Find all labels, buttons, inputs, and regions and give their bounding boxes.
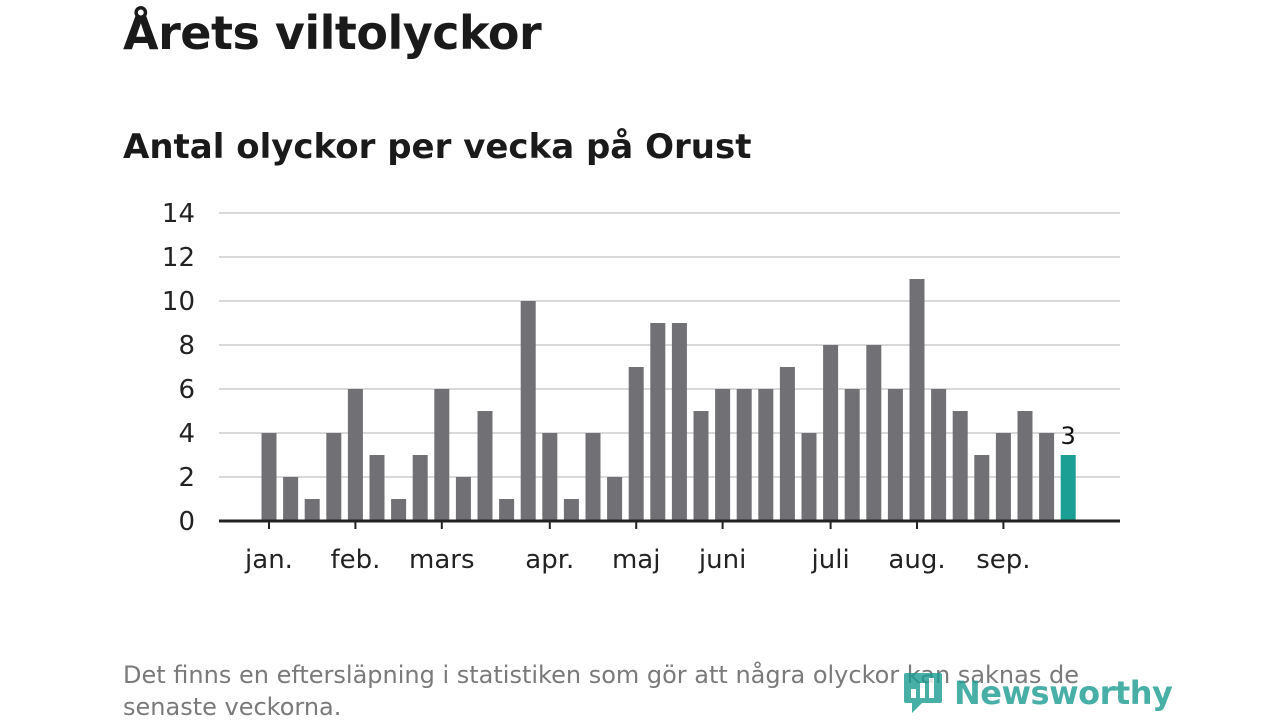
bar (434, 389, 450, 521)
x-tick-label: juli (811, 545, 850, 575)
x-tick-label: maj (612, 545, 660, 575)
gridlines (219, 212, 1120, 478)
x-tick-label: feb. (330, 545, 380, 575)
bar (758, 389, 774, 521)
y-axis-ticks: 0 2 4 6 8 10 12 14 (162, 199, 195, 537)
bar (563, 499, 579, 521)
bar (520, 301, 536, 521)
bar (931, 389, 947, 521)
bar (283, 477, 299, 521)
y-tick-label: 6 (178, 375, 195, 405)
bar (412, 455, 428, 521)
x-tick-label: jan. (244, 545, 293, 575)
y-tick-label: 12 (162, 243, 195, 273)
bar (304, 499, 320, 521)
bar (671, 323, 687, 521)
bar (650, 323, 666, 521)
bar (844, 389, 860, 521)
bar (585, 433, 601, 521)
x-tick-label: aug. (888, 545, 945, 575)
bars (261, 279, 1076, 521)
chart-subtitle: Antal olyckor per vecka på Orust (123, 127, 752, 167)
bar (369, 455, 385, 521)
bar (823, 345, 839, 521)
bar (715, 389, 731, 521)
bar (693, 411, 709, 521)
bar (909, 279, 925, 521)
y-tick-label: 8 (178, 331, 195, 361)
bar (952, 411, 968, 521)
x-tick-label: sep. (976, 545, 1030, 575)
newsworthy-logo-icon (904, 673, 942, 713)
bar (607, 477, 623, 521)
bar (1039, 433, 1055, 521)
data-label-current-week: 3 (1061, 422, 1076, 450)
bar (779, 367, 795, 521)
bar (347, 389, 363, 521)
newsworthy-logo[interactable]: Newsworthy (902, 668, 1173, 718)
bar (455, 477, 471, 521)
bar (499, 499, 515, 521)
page-title: Årets viltolyckor (123, 6, 542, 60)
bar (391, 499, 407, 521)
y-tick-label: 14 (162, 199, 195, 229)
bar (974, 455, 990, 521)
x-tick-label: mars (409, 545, 475, 575)
bar (542, 433, 558, 521)
y-tick-label: 0 (178, 507, 195, 537)
bar (995, 433, 1011, 521)
y-tick-label: 4 (178, 419, 195, 449)
bar (477, 411, 493, 521)
y-tick-label: 10 (162, 287, 195, 317)
bar (261, 433, 277, 521)
x-axis-ticks: jan. feb. mars apr. maj juni juli aug. sep. (244, 521, 1031, 575)
x-tick-label: juni (698, 545, 746, 575)
bar (801, 433, 817, 521)
bar (1017, 411, 1033, 521)
bar (736, 389, 752, 521)
bar (628, 367, 644, 521)
bar (866, 345, 882, 521)
bar (326, 433, 342, 521)
bar (887, 389, 903, 521)
bar-current-week (1060, 455, 1076, 521)
data-labels: 3 (1061, 422, 1076, 450)
x-tick-label: apr. (525, 545, 574, 575)
brand-name: Newsworthy (954, 674, 1173, 712)
y-tick-label: 2 (178, 463, 195, 493)
